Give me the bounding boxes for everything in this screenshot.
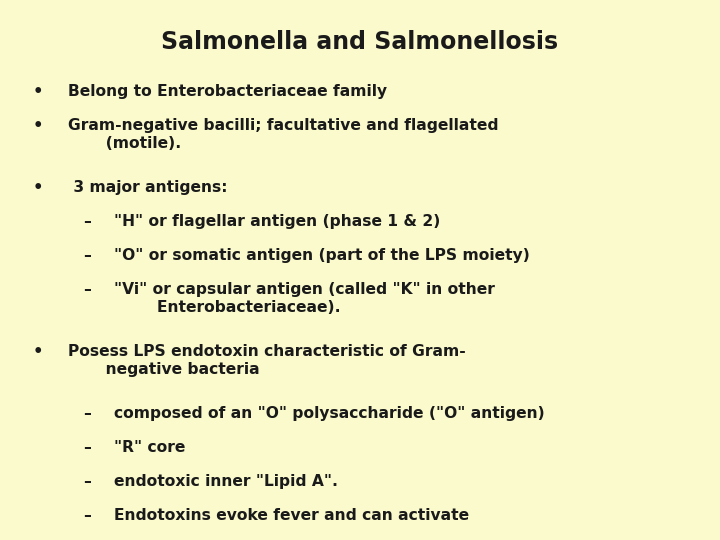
Text: Gram-negative bacilli; facultative and flagellated
       (motile).: Gram-negative bacilli; facultative and f… xyxy=(68,118,499,151)
Text: "O" or somatic antigen (part of the LPS moiety): "O" or somatic antigen (part of the LPS … xyxy=(114,248,530,263)
Text: endotoxic inner "Lipid A".: endotoxic inner "Lipid A". xyxy=(114,474,338,489)
Text: –: – xyxy=(83,508,91,523)
Text: –: – xyxy=(83,248,91,263)
Text: •: • xyxy=(32,84,43,99)
Text: •: • xyxy=(32,344,43,359)
Text: composed of an "O" polysaccharide ("O" antigen): composed of an "O" polysaccharide ("O" a… xyxy=(114,406,544,421)
Text: –: – xyxy=(83,282,91,297)
Text: •: • xyxy=(32,180,43,195)
Text: •: • xyxy=(32,118,43,133)
Text: Belong to Enterobacteriaceae family: Belong to Enterobacteriaceae family xyxy=(68,84,387,99)
Text: Salmonella and Salmonellosis: Salmonella and Salmonellosis xyxy=(161,30,559,53)
Text: –: – xyxy=(83,440,91,455)
Text: 3 major antigens:: 3 major antigens: xyxy=(68,180,228,195)
Text: –: – xyxy=(83,406,91,421)
Text: Endotoxins evoke fever and can activate: Endotoxins evoke fever and can activate xyxy=(114,508,469,523)
Text: –: – xyxy=(83,474,91,489)
Text: Posess LPS endotoxin characteristic of Gram-
       negative bacteria: Posess LPS endotoxin characteristic of G… xyxy=(68,344,466,377)
Text: "H" or flagellar antigen (phase 1 & 2): "H" or flagellar antigen (phase 1 & 2) xyxy=(114,214,440,229)
Text: "Vi" or capsular antigen (called "K" in other
        Enterobacteriaceae).: "Vi" or capsular antigen (called "K" in … xyxy=(114,282,495,315)
Text: "R" core: "R" core xyxy=(114,440,185,455)
Text: –: – xyxy=(83,214,91,229)
